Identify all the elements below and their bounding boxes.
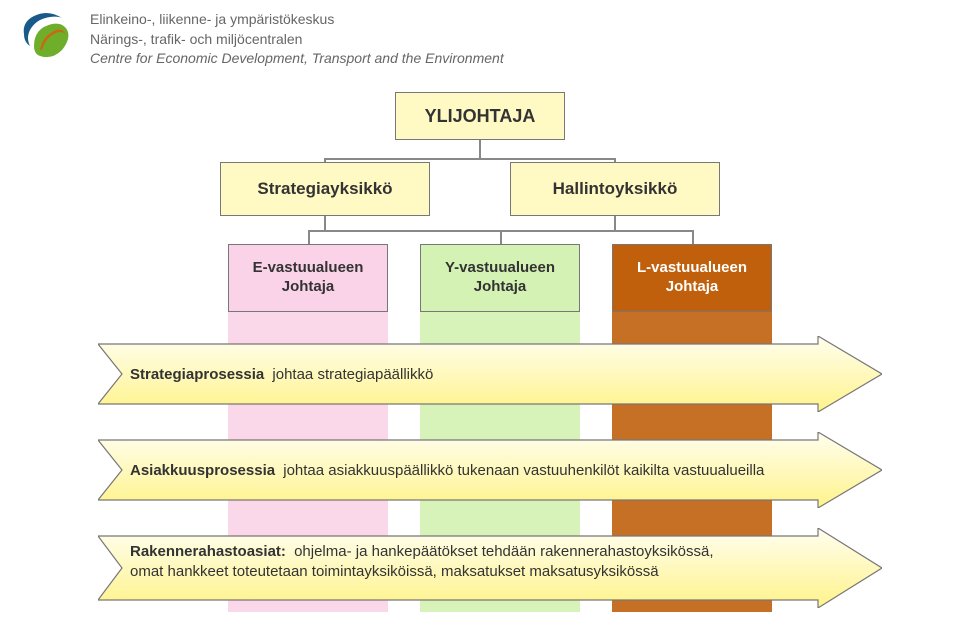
arrow-label: Asiakkuusprosessia johtaa asiakkuuspääll… <box>126 432 802 508</box>
arrow-lead: Rakennerahastoasiat: <box>130 543 286 560</box>
agency-name-en: Centre for Economic Development, Transpo… <box>90 49 504 69</box>
arrow-lead: Strategiaprosessia <box>130 366 264 383</box>
arrow-label: Strategiaprosessia johtaa strategiapääll… <box>126 336 802 412</box>
admin-unit-box: Hallintoyksikkö <box>510 162 720 216</box>
y-area-box: Y-vastuualueen Johtaja <box>420 244 580 312</box>
l-area-label: L-vastuualueen Johtaja <box>637 259 747 297</box>
process-arrow-structural-funds: Rakennerahastoasiat: ohjelma- ja hankepä… <box>98 528 882 608</box>
arrow-text-line2: omat hankkeet toteutetaan toimintayksikö… <box>130 562 802 582</box>
connector-line <box>324 158 616 160</box>
agency-name-sv: Närings-, trafik- och miljöcentralen <box>90 30 504 50</box>
arrow-lead: Asiakkuusprosessia <box>130 462 275 479</box>
connector-line <box>308 230 310 244</box>
connector-line <box>692 230 694 244</box>
connector-line <box>500 230 502 244</box>
arrow-text: johtaa asiakkuuspäällikkö tukenaan vastu… <box>279 462 764 479</box>
diagram-page: Elinkeino-, liikenne- ja ympäristökeskus… <box>0 0 960 637</box>
e-area-label: E-vastuualueen Johtaja <box>253 259 364 297</box>
agency-name-fi: Elinkeino-, liikenne- ja ympäristökeskus <box>90 10 504 30</box>
connector-line <box>479 140 481 160</box>
arrow-label: Rakennerahastoasiat: ohjelma- ja hankepä… <box>126 528 802 608</box>
e-area-box: E-vastuualueen Johtaja <box>228 244 388 312</box>
top-director-label: YLIJOHTAJA <box>425 106 536 127</box>
strategy-unit-label: Strategiayksikkö <box>257 179 392 199</box>
y-area-label: Y-vastuualueen Johtaja <box>445 259 555 297</box>
agency-name: Elinkeino-, liikenne- ja ympäristökeskus… <box>90 10 504 69</box>
arrow-text: johtaa strategiapäällikkö <box>268 366 433 383</box>
agency-logo <box>18 10 74 66</box>
arrow-text-line1: ohjelma- ja hankepäätökset tehdään raken… <box>290 543 714 560</box>
process-arrow-strategy: Strategiaprosessia johtaa strategiapääll… <box>98 336 882 412</box>
admin-unit-label: Hallintoyksikkö <box>553 179 678 199</box>
connector-line <box>614 216 616 230</box>
connector-line <box>324 216 326 230</box>
process-arrow-customer: Asiakkuusprosessia johtaa asiakkuuspääll… <box>98 432 882 508</box>
strategy-unit-box: Strategiayksikkö <box>220 162 430 216</box>
header: Elinkeino-, liikenne- ja ympäristökeskus… <box>18 10 504 69</box>
top-director-box: YLIJOHTAJA <box>395 92 565 140</box>
l-area-box: L-vastuualueen Johtaja <box>612 244 772 312</box>
